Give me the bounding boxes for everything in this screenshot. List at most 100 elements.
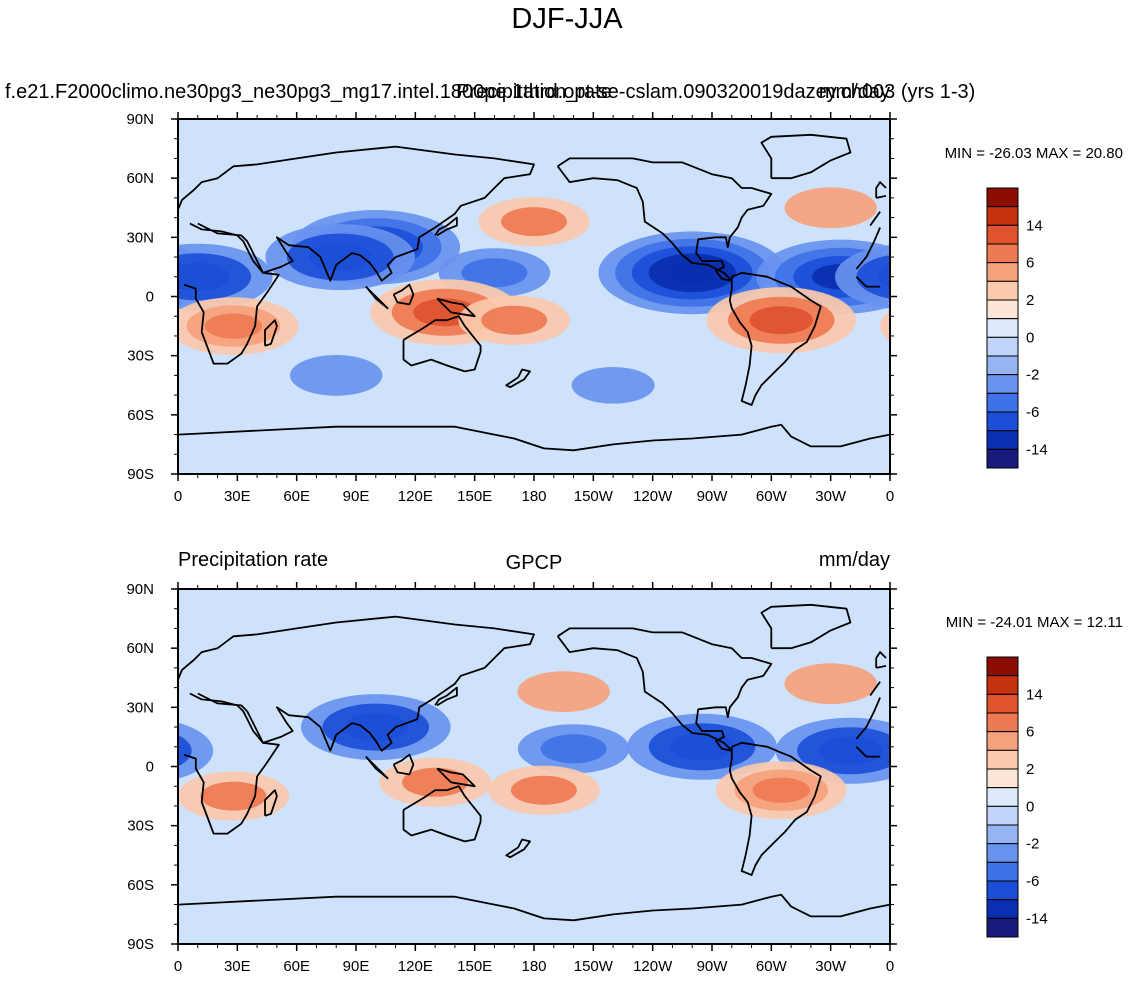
y-tick-label: 90N — [126, 581, 154, 598]
contour-west-africa-itcz-2 — [178, 262, 230, 291]
coastline-3-0 — [556, 157, 773, 282]
colorbar-box — [986, 355, 1019, 376]
contour-spcz-1 — [481, 305, 548, 335]
x-tick-label: 120E — [398, 488, 433, 505]
coastline-13-0 — [876, 665, 887, 669]
field-anomaly-southern-africa — [178, 297, 993, 355]
colorbar-label: 0 — [1026, 798, 1034, 815]
contour-west-africa-itcz-2 — [878, 265, 890, 288]
y-tick-label: 30S — [127, 818, 154, 835]
colorbar: 14 6 2 0 -2 -6 -14 — [986, 187, 1048, 469]
colorbar-label: 6 — [1026, 724, 1034, 741]
coastline-12-0 — [505, 368, 531, 389]
colorbar-box — [986, 749, 1019, 770]
colorbar-box — [986, 336, 1019, 357]
field-anomaly-spcz — [488, 765, 600, 815]
contour-north-atlantic-storm-0 — [73, 187, 165, 228]
y-tick-label: 30N — [126, 699, 154, 716]
coastline-11-0 — [264, 789, 278, 817]
coastline-13-0 — [876, 195, 887, 199]
colorbar-label: -14 — [1026, 910, 1048, 927]
x-tick-label: 60E — [283, 488, 310, 505]
x-tick-label: 90W — [697, 958, 729, 975]
contour-atlantic-itcz-1 — [178, 734, 192, 767]
field-anomaly-southern-pacific — [571, 367, 655, 404]
colorbar-box — [986, 206, 1019, 226]
coastline-9-0 — [392, 283, 415, 306]
coastline-6-0 — [178, 423, 890, 452]
field-anomaly-north-atlantic-storm — [784, 663, 877, 705]
contour-southern-africa-1 — [899, 305, 993, 346]
y-tick-label: 30S — [127, 348, 154, 365]
colorbar-box — [986, 392, 1019, 413]
x-tick-label: 120E — [398, 958, 433, 975]
right-string: mm/day — [819, 81, 890, 103]
colorbar-box — [986, 262, 1019, 282]
coastline-1-2 — [855, 276, 881, 288]
coastline-0-1 — [178, 145, 535, 282]
contour-southern-africa-2 — [204, 313, 262, 339]
field-anomaly-south-america-monsoon — [715, 761, 847, 819]
x-tick-label: 0 — [886, 488, 894, 505]
field-anomaly-southern-indian-ocean — [290, 355, 383, 396]
contour-southern-africa-1 — [200, 781, 267, 811]
x-tick-label: 90E — [343, 488, 370, 505]
contour-southern-indian-ocean-0 — [290, 355, 383, 396]
colorbar-box — [986, 693, 1019, 714]
coastline-7-0 — [434, 216, 458, 237]
field-anomaly-central-america-itcz — [627, 713, 777, 780]
colorbar-box — [986, 448, 1019, 469]
contour-spcz-1 — [510, 775, 577, 805]
contour-maritime-continent-1 — [402, 767, 469, 797]
field-anomaly-southern-africa — [178, 771, 978, 821]
contour-southern-africa-1 — [912, 782, 978, 811]
x-tick-label: 30E — [224, 488, 251, 505]
contour-atlantic-itcz-2 — [81, 256, 176, 298]
contour-atlantic-itcz-2 — [107, 737, 170, 765]
x-tick-label: 90W — [697, 488, 729, 505]
y-tick-label: 60N — [126, 640, 154, 657]
map-axes: 0 30E 60E 90E 120E 150E 180 150W 120W 90W 60W 30W 0 9… — [126, 111, 897, 505]
map-axes: 0 30E 60E 90E 120E 150E 180 150W 120W 90W 60W 30W 0 9… — [126, 581, 897, 975]
field-anomaly-north-pacific-storm — [517, 671, 610, 712]
coastline-0-1 — [178, 615, 535, 752]
min-max-label: MIN = -26.03 MAX = 20.80 — [945, 145, 1123, 162]
colorbar-box — [986, 917, 1019, 938]
center-string: Precipitation_rate — [456, 81, 612, 103]
colorbar-box — [986, 731, 1019, 751]
coastline-12-0 — [505, 838, 531, 859]
field-anomaly-maritime-continent — [379, 757, 491, 807]
precip-field — [107, 589, 978, 944]
coastline-9-0 — [392, 753, 415, 776]
field-anomaly-east-asia-monsoon — [301, 694, 451, 761]
x-tick-label: 60W — [756, 958, 788, 975]
coastline-7-0 — [434, 686, 458, 707]
contour-north-pacific-storm-1 — [501, 207, 567, 237]
contour-west-africa-itcz-1 — [856, 254, 890, 299]
obs-panel: Precipitation rate GPCP mm/day 0 30E 60E 90… — [107, 549, 1123, 975]
contour-southern-africa-0 — [880, 310, 890, 342]
contour-north-atlantic-storm-0 — [784, 663, 877, 705]
coastline-10-0 — [436, 297, 476, 318]
precip-field — [73, 119, 993, 474]
contour-atlantic-itcz-2 — [818, 736, 883, 765]
contour-north-pacific-itcz-1 — [461, 258, 528, 288]
colorbar: 14 6 2 0 -2 -6 -14 — [986, 656, 1048, 938]
x-tick-label: 180 — [521, 958, 546, 975]
colorbar-box — [986, 318, 1019, 338]
left-string: Precipitation rate — [178, 549, 328, 571]
field-anomaly-west-africa-itcz — [178, 243, 890, 310]
contour-southern-pacific-0 — [571, 367, 655, 404]
colorbar-label: 6 — [1026, 255, 1034, 272]
coastline-1-0 — [855, 227, 881, 270]
coastline-11-0 — [264, 319, 278, 347]
x-tick-label: 0 — [174, 488, 182, 505]
contour-south-america-monsoon-2 — [749, 306, 813, 335]
coastline-1-0 — [855, 697, 881, 740]
colorbar-label: -6 — [1026, 404, 1039, 421]
coastline-1-1 — [183, 222, 280, 365]
contour-central-america-itcz-4 — [665, 260, 720, 285]
colorbar-box — [986, 374, 1019, 394]
colorbar-box — [986, 861, 1019, 882]
